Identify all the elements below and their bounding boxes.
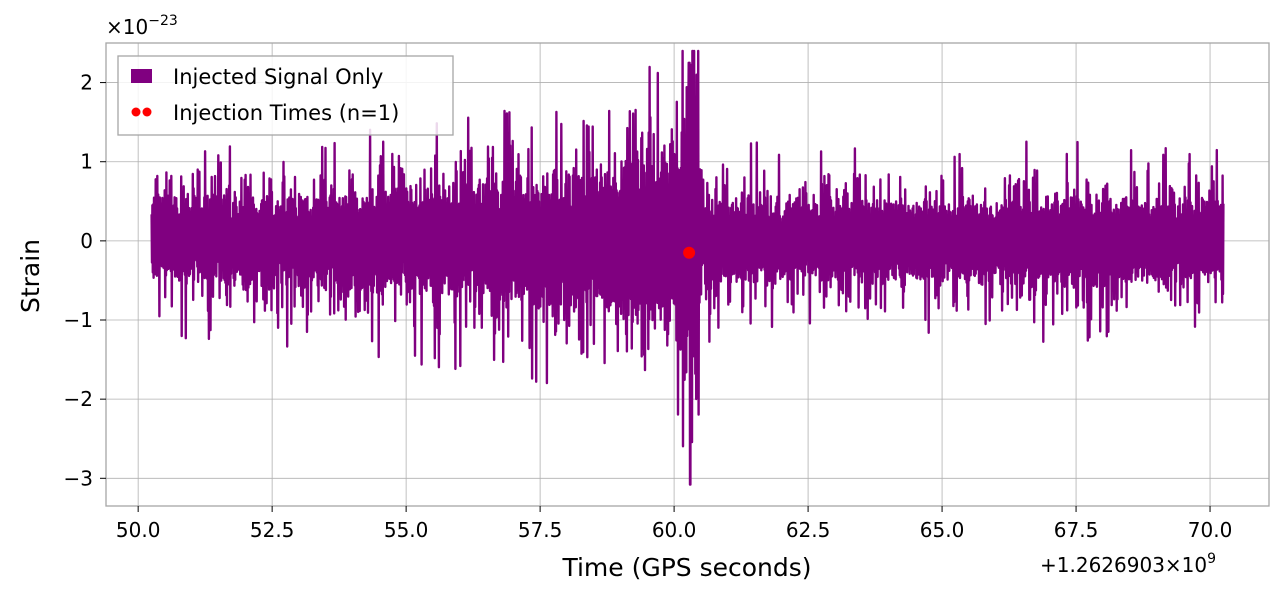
x-tick-label: 55.0 (384, 518, 429, 542)
x-offset-label: +1.2626903×109 (1040, 551, 1216, 577)
y-tick-label: 1 (80, 150, 93, 174)
y-tick-label: 0 (80, 229, 93, 253)
legend-swatch-injected-signal (131, 69, 152, 83)
legend-marker-injection-times (142, 107, 152, 117)
legend-label-injected-signal: Injected Signal Only (173, 65, 383, 89)
x-axis-label: Time (GPS seconds) (561, 553, 811, 582)
x-tick-label: 67.5 (1054, 518, 1099, 542)
x-tick-label: 65.0 (920, 518, 965, 542)
x-tick-label: 57.5 (518, 518, 563, 542)
y-tick-label: −3 (64, 466, 93, 490)
legend: Injected Signal Only Injection Times (n=… (117, 55, 454, 136)
x-tick-label: 50.0 (116, 518, 161, 542)
x-tick-label: 62.5 (786, 518, 831, 542)
y-scale-label: ×10−23 (106, 13, 178, 39)
y-axis-label: Strain (16, 239, 45, 313)
y-tick-label: −2 (64, 387, 93, 411)
y-tick-label: −1 (64, 308, 93, 332)
legend-marker-injection-times (131, 107, 141, 117)
y-axis-ticks: 2 1 0 −1 −2 −3 (64, 71, 106, 490)
x-axis-ticks: 50.0 52.5 55.0 57.5 60.0 62.5 65.0 67.5 70.0 (116, 506, 1232, 542)
legend-label-injection-times: Injection Times (n=1) (173, 101, 399, 125)
x-tick-label: 52.5 (250, 518, 295, 542)
legend-frame (117, 55, 454, 136)
x-tick-label: 70.0 (1188, 518, 1233, 542)
y-tick-label: 2 (80, 71, 93, 95)
series-injected-signal-line (150, 49, 1225, 486)
plot-frame (105, 42, 1270, 507)
injection-time-point (683, 246, 696, 259)
x-tick-label: 60.0 (652, 518, 697, 542)
